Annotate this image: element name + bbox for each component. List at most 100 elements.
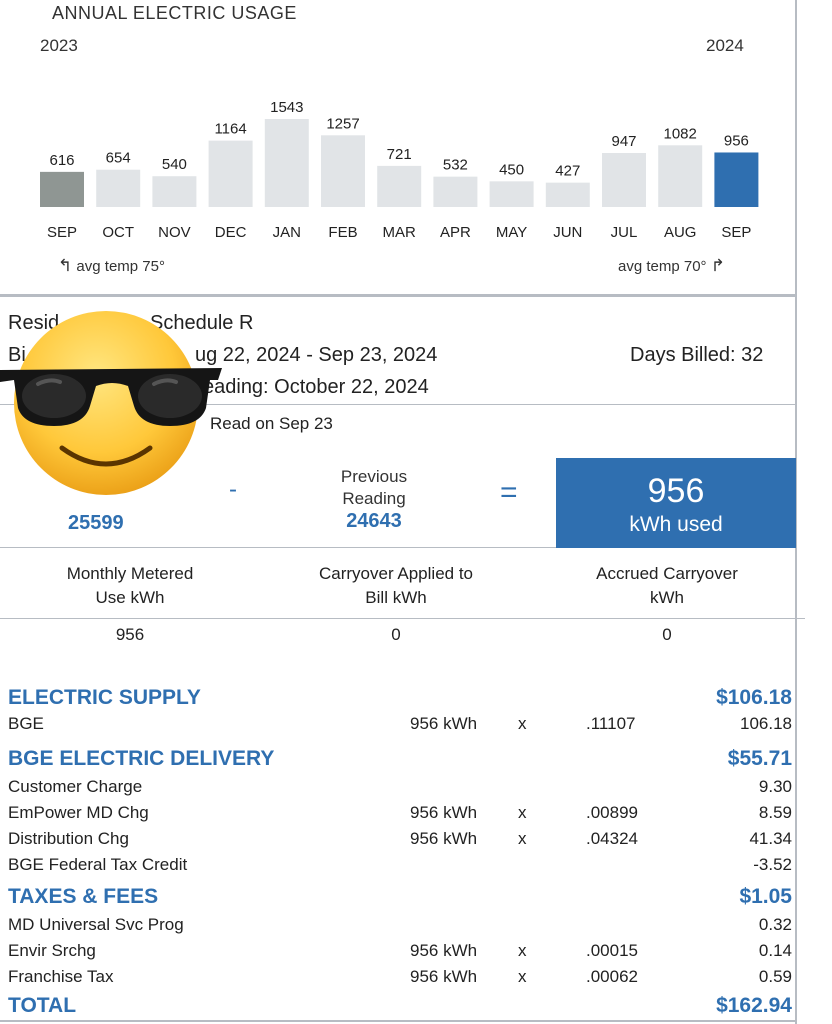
previous-label-line2: Reading bbox=[342, 489, 406, 508]
bar-value-label: 1257 bbox=[326, 115, 359, 132]
bar-value-label: 1082 bbox=[664, 125, 697, 142]
section-delivery: BGE ELECTRIC DELIVERY bbox=[8, 747, 275, 770]
sunglasses-emoji-icon bbox=[0, 311, 222, 495]
bar-value-label: 532 bbox=[443, 157, 468, 174]
arrow-up-left-icon: ↰ bbox=[58, 256, 73, 275]
section-electric-supply: ELECTRIC SUPPLY bbox=[8, 686, 201, 709]
line-x: x bbox=[518, 967, 527, 986]
bar-month-label: SEP bbox=[47, 224, 77, 241]
arrow-up-right-icon: ↱ bbox=[710, 256, 725, 275]
billing-period: ug 22, 2024 - Sep 23, 2024 bbox=[195, 344, 438, 366]
col-header-metered: Monthly Metered Use kWh bbox=[10, 562, 250, 610]
bar-value-label: 1543 bbox=[270, 99, 303, 116]
line-label: Customer Charge bbox=[8, 777, 143, 796]
line-rate: .11107 bbox=[586, 714, 636, 733]
bar-month-label: OCT bbox=[102, 224, 134, 241]
bar-value-label: 427 bbox=[555, 163, 580, 180]
chart-year-start: 2023 bbox=[40, 36, 78, 55]
rate-schedule: Schedule R bbox=[150, 312, 254, 334]
bar-month-label: MAY bbox=[496, 224, 527, 241]
avg-temp-right-text: avg temp 70° bbox=[618, 258, 707, 275]
line-label: EmPower MD Chg bbox=[8, 803, 149, 822]
line-amount: -3.52 bbox=[753, 855, 792, 874]
line-label: BGE Federal Tax Credit bbox=[8, 855, 188, 874]
right-border bbox=[795, 0, 797, 1024]
divider-1 bbox=[0, 404, 797, 405]
col-header-carryover-line1: Carryover Applied to bbox=[318, 564, 474, 583]
line-item: Customer Charge 9.30 bbox=[0, 777, 832, 801]
line-qty: 956 kWh bbox=[410, 941, 478, 960]
current-reading: 25599 bbox=[68, 512, 124, 534]
bar-value-label: 616 bbox=[49, 152, 74, 169]
line-rate: .00015 bbox=[586, 941, 638, 960]
line-item: Envir Srchg 956 kWh x .00015 0.14 bbox=[0, 941, 832, 965]
chart-year-end: 2024 bbox=[706, 36, 744, 55]
bar-month-label: APR bbox=[440, 224, 471, 241]
line-amount: 8.59 bbox=[758, 803, 792, 822]
bar-value-label: 654 bbox=[106, 150, 131, 167]
bar-sep-12 bbox=[714, 152, 759, 207]
bar-dec-3 bbox=[208, 140, 253, 207]
days-billed: Days Billed: 32 bbox=[630, 344, 764, 366]
section-taxes-fees: TAXES & FEES bbox=[8, 885, 159, 908]
line-amount: 0.32 bbox=[758, 915, 792, 934]
bar-mar-6 bbox=[377, 165, 422, 207]
bar-month-label: FEB bbox=[328, 224, 357, 241]
bar-jun-9 bbox=[545, 182, 590, 207]
line-item: MD Universal Svc Prog 0.32 bbox=[0, 915, 832, 939]
carryover-applied-value: 0 bbox=[391, 625, 401, 644]
line-label: MD Universal Svc Prog bbox=[8, 915, 184, 934]
line-amount: 0.59 bbox=[758, 967, 792, 986]
line-x: x bbox=[518, 803, 527, 822]
line-rate: .00899 bbox=[586, 803, 638, 822]
minus-sign: - bbox=[229, 476, 237, 503]
line-x: x bbox=[518, 941, 527, 960]
metered-use-value: 956 bbox=[115, 625, 145, 644]
read-on-date: Read on Sep 23 bbox=[210, 414, 333, 433]
bar-month-label: AUG bbox=[664, 224, 697, 241]
bar-month-label: JUN bbox=[553, 224, 582, 241]
line-x: x bbox=[518, 829, 527, 848]
bar-month-label: NOV bbox=[158, 224, 191, 241]
col-header-accrued: Accrued Carryover kWh bbox=[547, 562, 787, 610]
bar-nov-2 bbox=[152, 176, 197, 207]
bottom-border bbox=[0, 1020, 797, 1022]
bar-value-label: 956 bbox=[724, 132, 749, 149]
col-header-accrued-line2: kWh bbox=[650, 588, 684, 607]
section-taxes-fees-total: $1.05 bbox=[739, 885, 792, 908]
bar-sep-0 bbox=[40, 171, 84, 207]
bar-aug-11 bbox=[658, 145, 703, 207]
total-amount: $162.94 bbox=[716, 994, 792, 1017]
bar-apr-7 bbox=[433, 176, 478, 207]
kwh-used-label: kWh used bbox=[629, 513, 723, 536]
previous-reading: 24643 bbox=[346, 510, 402, 532]
bar-month-label: JAN bbox=[273, 224, 301, 241]
kwh-used-value: 956 bbox=[647, 472, 705, 510]
kwh-used-box: 956 kWh used bbox=[556, 458, 796, 548]
bar-month-label: SEP bbox=[721, 224, 751, 241]
line-item: EmPower MD Chg 956 kWh x .00899 8.59 bbox=[0, 803, 832, 827]
col-header-carryover-applied: Carryover Applied to Bill kWh bbox=[276, 562, 516, 610]
bar-may-8 bbox=[489, 181, 534, 207]
line-qty: 956 kWh bbox=[410, 967, 478, 986]
section-electric-supply-total: $106.18 bbox=[716, 686, 792, 709]
billing-label-fragment: Bi bbox=[8, 344, 26, 366]
col-header-accrued-line1: Accrued Carryover bbox=[596, 564, 738, 583]
equals-sign: = bbox=[500, 476, 518, 509]
rate-resid: Resid bbox=[8, 312, 60, 334]
bar-value-label: 947 bbox=[611, 133, 636, 150]
chart-bottom-border bbox=[0, 294, 797, 297]
usage-bar-chart: 616 SEP 654 OCT 540 NOV 1164 DEC 1543 JAN 1257 FEB 7… bbox=[40, 99, 759, 241]
bar-value-label: 540 bbox=[162, 156, 187, 173]
bar-value-label: 1164 bbox=[214, 121, 246, 138]
line-item: Franchise Tax 956 kWh x .00062 0.59 bbox=[0, 967, 832, 991]
line-qty: 956 kWh bbox=[410, 803, 478, 822]
next-reading: eading: October 22, 2024 bbox=[203, 376, 429, 398]
bar-jul-10 bbox=[602, 152, 646, 207]
total-label: TOTAL bbox=[8, 994, 77, 1017]
line-rate: .04324 bbox=[586, 829, 638, 848]
line-qty: 956 kWh bbox=[410, 829, 478, 848]
bar-jan-4 bbox=[264, 119, 309, 207]
line-item: Distribution Chg 956 kWh x .04324 41.34 bbox=[0, 829, 832, 853]
avg-temp-right: avg temp 70° ↱ bbox=[618, 256, 725, 276]
